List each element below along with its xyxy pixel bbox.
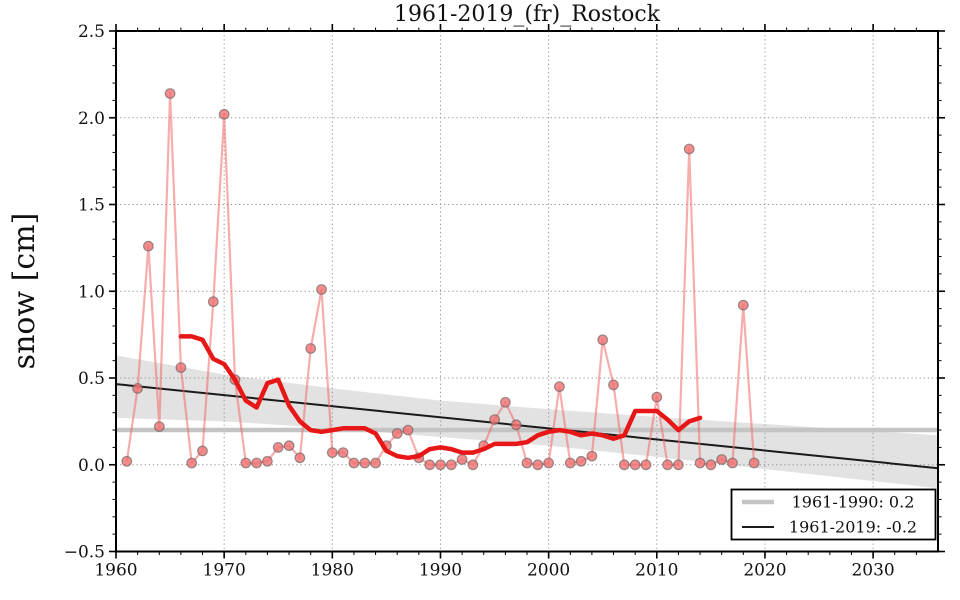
x-tick-label: 2000 [527,561,570,581]
tick-layer [109,24,945,559]
y-tick-label: −0.5 [64,543,105,563]
data-point [500,396,511,408]
data-point [272,442,284,453]
data-point [391,428,403,439]
data-point [694,457,706,469]
data-point [748,457,760,469]
data-point [640,459,652,471]
data-point [727,457,738,469]
y-axis-label: snow [cm] [7,213,42,370]
data-point [186,457,198,469]
smoothed-line [178,334,703,461]
y-tick-label: 1.5 [78,196,105,216]
chart-title: 1961-2019_(fr)_Rostock [394,2,661,27]
data-point [359,457,371,469]
data-point [132,383,144,394]
series-layer [115,88,939,471]
data-point [683,143,695,155]
data-point [467,459,479,471]
x-tick-label: 1970 [203,561,246,581]
data-point [435,459,446,471]
data-point [532,459,544,471]
data-point [164,88,176,99]
tick-label-layer: 1960 1970 1980 1990 2000 2010 2020 2030 −0.5 0.0 0… [64,22,895,581]
x-tick-label: 1960 [94,561,137,581]
data-point [175,362,187,374]
data-point [348,457,360,469]
data-point [629,459,641,471]
data-point [521,457,533,469]
x-tick-label: 2010 [635,561,678,581]
x-tick-label: 1990 [419,561,462,581]
y-tick-label: 0.0 [78,456,105,476]
data-point [586,450,598,462]
data-point [575,455,587,467]
legend-box [730,488,937,541]
data-point [424,459,436,471]
data-point [445,459,457,471]
data-point [564,457,576,469]
data-point [402,424,414,436]
legend-label-trend: 1961-2019: -0.2 [789,518,917,537]
data-point [543,457,554,469]
data-point [337,447,349,459]
data-point [651,391,663,403]
data-point [618,459,630,471]
data-point [597,334,609,346]
data-point [240,457,252,469]
data-point [554,381,565,393]
data-point [283,440,295,452]
data-point [716,454,728,465]
data-point [207,296,219,308]
legend-label-mean: 1961-1990: 0.2 [792,493,915,512]
data-point [294,452,306,464]
x-tick-label: 2030 [851,561,894,581]
trend-line [115,383,939,470]
data-point [218,108,230,120]
y-tick-label: 0.5 [78,369,105,389]
data-point [197,445,208,457]
data-point [456,454,468,465]
data-point [662,459,673,471]
y-tick-label: 1.0 [78,282,105,302]
data-point [153,421,165,433]
data-point [705,459,717,471]
data-point [370,457,382,469]
data-point [608,379,619,391]
data-point [737,299,749,311]
y-tick-label: 2.0 [78,109,105,129]
data-point [316,284,327,295]
data-point [489,414,501,426]
x-tick-label: 2020 [743,561,786,581]
data-point [251,457,263,469]
data-point [326,447,338,459]
data-point [121,455,133,467]
data-point [510,419,522,431]
x-tick-label: 1980 [311,561,354,581]
data-point [142,240,154,252]
y-tick-label: 2.5 [78,22,105,42]
data-point [262,455,273,467]
data-point [673,459,684,471]
legend: 1961-1990: 0.2 1961-2019: -0.2 [730,488,937,541]
data-point [305,343,317,354]
